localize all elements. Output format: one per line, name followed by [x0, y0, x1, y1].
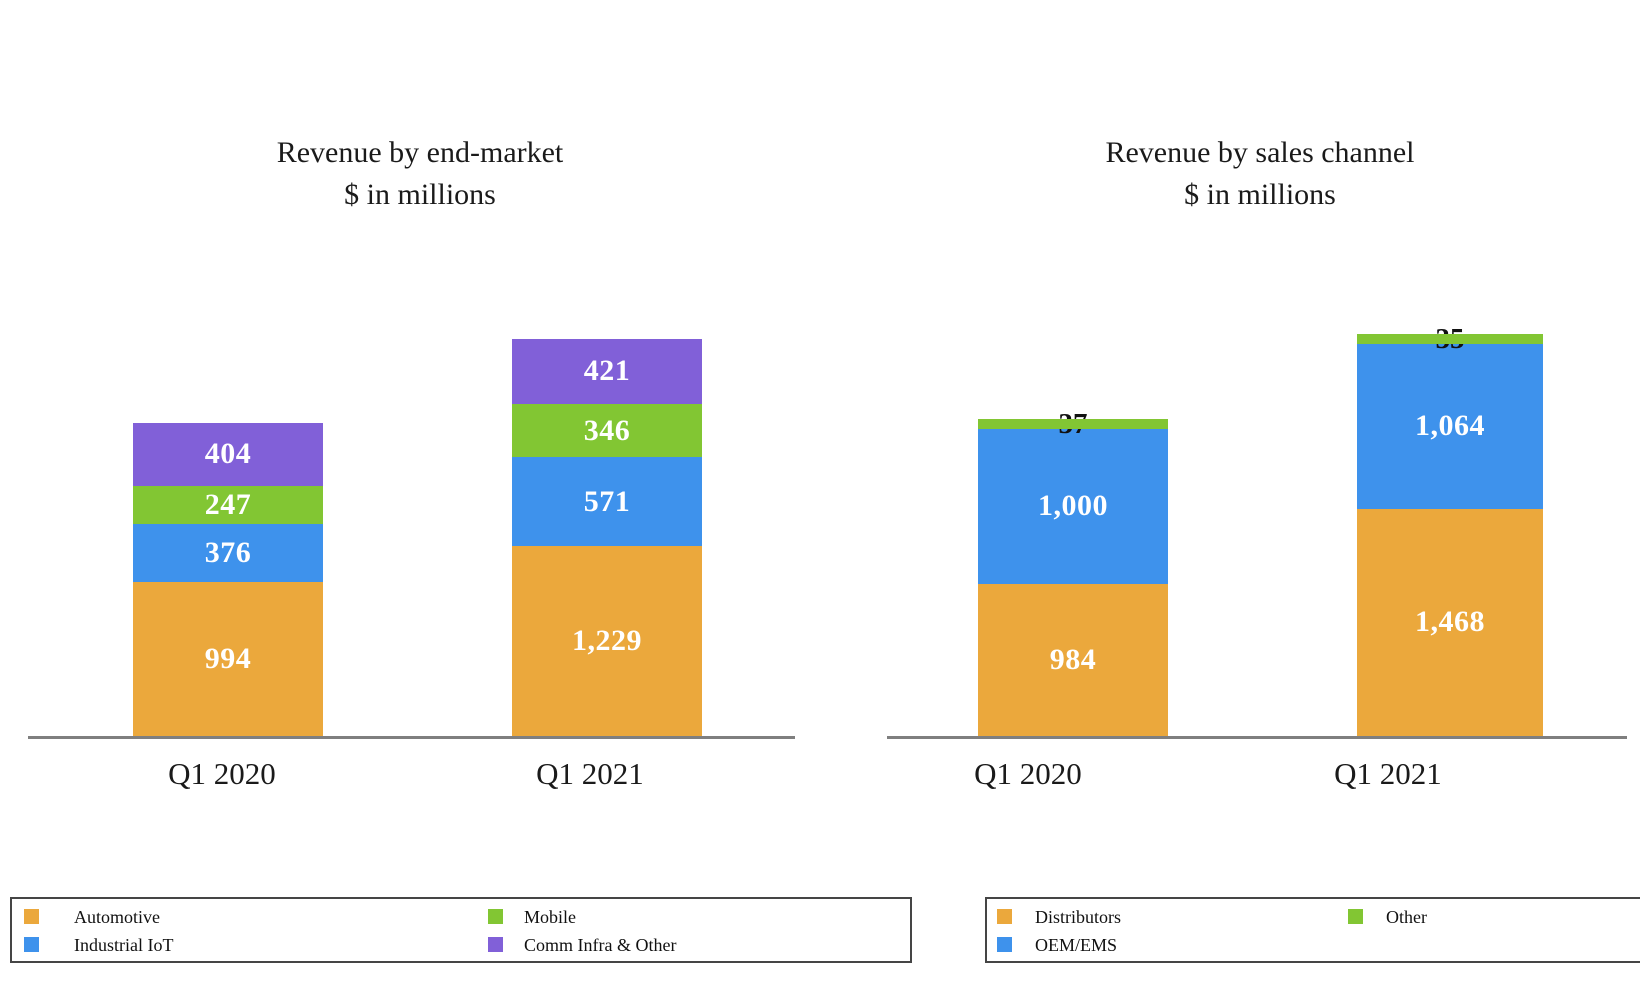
chart-subtitle: $ in millions [1184, 178, 1336, 211]
legend-label-mobile: Mobile [524, 907, 576, 927]
bar-value-label: 421 [583, 354, 631, 388]
x-axis-label: Q1 2021 [1334, 756, 1442, 791]
bar-segment-comm-infra-other: 421 [512, 338, 702, 404]
bar-segment-industrial-iot: 571 [512, 457, 702, 546]
bar-segment-other [1357, 334, 1543, 345]
chart-title-end-market: Revenue by end-market $ in millions [120, 132, 720, 216]
bar-segment-distributors: 984 [978, 583, 1168, 736]
bar-value-label: 247 [204, 487, 252, 521]
bar-value-label: 1,000 [1038, 489, 1108, 523]
legend-swatch-industrial-iot [24, 937, 39, 952]
bar-value-label: 1,229 [572, 623, 642, 657]
bar-value-label: 1,468 [1415, 605, 1485, 639]
bar-segment-oem-ems: 1,000 [978, 428, 1168, 584]
legend-label-distributors: Distributors [1035, 907, 1122, 927]
bar-value-label: 1,064 [1415, 409, 1485, 443]
legend-swatch-other [1348, 909, 1363, 924]
legend-swatch-mobile [488, 909, 503, 924]
legend-label-other: Other [1386, 907, 1427, 927]
x-axis-line [28, 736, 795, 739]
x-axis-label: Q1 2021 [536, 756, 644, 791]
legend-swatch-oem-ems [997, 937, 1012, 952]
bar-segment-comm-infra-other: 404 [133, 423, 323, 486]
legend-label-industrial-iot: Industrial IoT [74, 935, 174, 955]
x-axis-label: Q1 2020 [974, 756, 1082, 791]
bar-value-label: 346 [583, 413, 631, 447]
bar-value-label: 571 [583, 484, 631, 518]
legend-label-comm-infra: Comm Infra & Other [524, 935, 677, 955]
bar-segment-automotive: 1,229 [512, 545, 702, 736]
legend-label-oem-ems: OEM/EMS [1035, 935, 1118, 955]
bar-value-label: 984 [1049, 642, 1097, 676]
bar-segment-mobile: 346 [512, 403, 702, 458]
legend-end-market: Automotive Industrial IoT Mobile Comm In… [10, 897, 912, 963]
legend-swatch-automotive [24, 909, 39, 924]
legend-label-automotive: Automotive [74, 907, 160, 927]
chart-title-sales-channel: Revenue by sales channel $ in millions [960, 132, 1560, 216]
chart-title-line1: Revenue by sales channel [1105, 136, 1415, 169]
chart-subtitle: $ in millions [344, 178, 496, 211]
bar-segment-distributors: 1,468 [1357, 508, 1543, 736]
bar-segment-industrial-iot: 376 [133, 523, 323, 583]
bar-segment-other [978, 418, 1168, 429]
bar-segment-oem-ems: 1,064 [1357, 344, 1543, 509]
legend-swatch-comm-infra [488, 937, 503, 952]
bar-value-label: 404 [204, 437, 252, 471]
bar-value-label: 994 [204, 642, 252, 676]
x-axis-label: Q1 2020 [168, 756, 276, 791]
bar-segment-automotive: 994 [133, 582, 323, 736]
legend-swatch-distributors [997, 909, 1012, 924]
legend-sales-channel: Distributors OEM/EMS Other [985, 897, 1640, 963]
x-axis-line [887, 736, 1627, 739]
bar-segment-mobile: 247 [133, 485, 323, 524]
bar-value-label: 376 [204, 536, 252, 570]
chart-title-line1: Revenue by end-market [276, 136, 564, 169]
